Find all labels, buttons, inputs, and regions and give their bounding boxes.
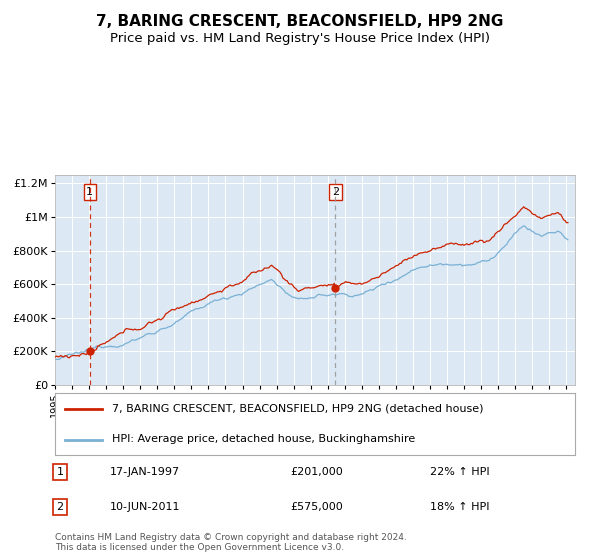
Text: 17-JAN-1997: 17-JAN-1997 bbox=[110, 467, 180, 477]
Text: 2: 2 bbox=[56, 502, 64, 512]
Text: 18% ↑ HPI: 18% ↑ HPI bbox=[430, 502, 490, 512]
Text: £201,000: £201,000 bbox=[290, 467, 343, 477]
Text: 10-JUN-2011: 10-JUN-2011 bbox=[110, 502, 181, 512]
Text: Price paid vs. HM Land Registry's House Price Index (HPI): Price paid vs. HM Land Registry's House … bbox=[110, 32, 490, 45]
Text: 7, BARING CRESCENT, BEACONSFIELD, HP9 2NG (detached house): 7, BARING CRESCENT, BEACONSFIELD, HP9 2N… bbox=[112, 404, 484, 413]
Text: 1: 1 bbox=[86, 187, 93, 197]
Text: £575,000: £575,000 bbox=[290, 502, 343, 512]
Text: 2: 2 bbox=[332, 187, 339, 197]
Text: 1: 1 bbox=[56, 467, 64, 477]
Text: 7, BARING CRESCENT, BEACONSFIELD, HP9 2NG: 7, BARING CRESCENT, BEACONSFIELD, HP9 2N… bbox=[97, 14, 503, 29]
Text: HPI: Average price, detached house, Buckinghamshire: HPI: Average price, detached house, Buck… bbox=[112, 435, 415, 445]
Text: 22% ↑ HPI: 22% ↑ HPI bbox=[430, 467, 490, 477]
Text: Contains HM Land Registry data © Crown copyright and database right 2024.
This d: Contains HM Land Registry data © Crown c… bbox=[55, 533, 407, 552]
